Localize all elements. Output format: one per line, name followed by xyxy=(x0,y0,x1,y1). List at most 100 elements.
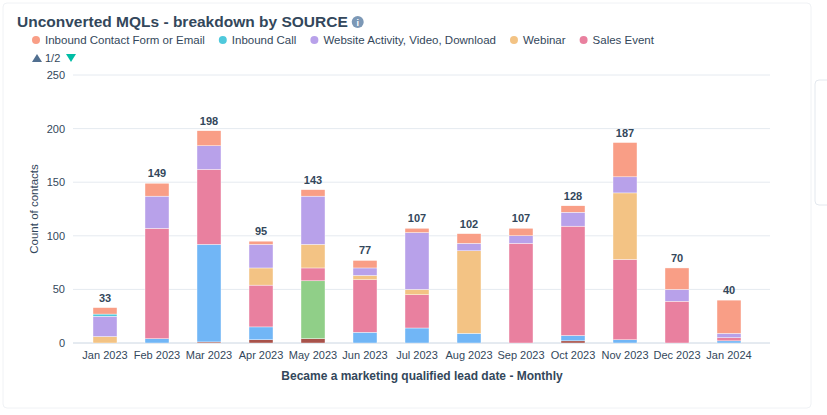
x-tick-label: Dec 2023 xyxy=(653,349,700,361)
bar-segment xyxy=(613,340,637,343)
legend: Inbound Contact Form or Email Inbound Cal… xyxy=(32,34,655,64)
grid-line xyxy=(73,128,770,129)
x-tick-label: Nov 2023 xyxy=(601,349,648,361)
bar-segment xyxy=(249,285,273,327)
bar-segment xyxy=(249,327,273,340)
bar-segment xyxy=(249,241,273,244)
bar-segment xyxy=(717,338,741,341)
total-label: 107 xyxy=(408,212,426,224)
bar-segment xyxy=(197,169,221,244)
bar-segment xyxy=(301,196,325,244)
bar-segment xyxy=(665,301,689,343)
total-label: 70 xyxy=(671,252,683,264)
total-label: 95 xyxy=(255,225,267,237)
legend-label: Inbound Call xyxy=(232,34,297,46)
total-label: 149 xyxy=(148,167,166,179)
bar-segment xyxy=(405,295,429,328)
y-tick-label: 250 xyxy=(47,69,65,81)
bar-segment xyxy=(405,328,429,343)
bar-segment xyxy=(613,193,637,259)
x-axis: Jan 2023Feb 2023Mar 2023Apr 2023May 2023… xyxy=(82,349,751,361)
bar-segment xyxy=(301,190,325,196)
card-border xyxy=(3,3,811,408)
legend-label: Inbound Contact Form or Email xyxy=(45,34,205,46)
bar-segment xyxy=(249,268,273,285)
bar-segment xyxy=(457,251,481,334)
x-tick-label: Apr 2023 xyxy=(239,349,284,361)
y-axis-title: Count of contacts xyxy=(28,164,40,254)
bar-segment xyxy=(405,228,429,232)
bar-segment xyxy=(717,300,741,333)
side-panel xyxy=(815,80,827,205)
bar-segment xyxy=(353,332,377,343)
total-label: 187 xyxy=(616,127,634,139)
total-label: 102 xyxy=(460,218,478,230)
bar-segment xyxy=(93,314,117,316)
bar-segment xyxy=(665,268,689,289)
x-tick-label: Sep 2023 xyxy=(497,349,544,361)
bar-segment xyxy=(197,244,221,342)
total-label: 77 xyxy=(359,244,371,256)
bar-segment xyxy=(717,333,741,337)
legend-swatch xyxy=(32,36,40,44)
bar-segment xyxy=(197,146,221,170)
bar-segment xyxy=(561,226,585,335)
bar-segment xyxy=(301,244,325,268)
y-tick-label: 0 xyxy=(59,337,65,349)
bar-segment xyxy=(145,196,169,228)
legend-label: Sales Event xyxy=(593,34,655,46)
bar-segment xyxy=(561,206,585,212)
y-tick-label: 200 xyxy=(47,123,65,135)
x-tick-label: May 2023 xyxy=(289,349,337,361)
total-label: 143 xyxy=(304,174,322,186)
bar-segment xyxy=(405,233,429,290)
bar-segment xyxy=(457,333,481,343)
x-tick-label: Jul 2023 xyxy=(396,349,438,361)
total-label: 33 xyxy=(99,292,111,304)
legend-page: 1/2 xyxy=(45,52,60,64)
bar-segment xyxy=(509,243,533,343)
x-tick-label: Jan 2023 xyxy=(82,349,127,361)
bar-segment xyxy=(145,228,169,338)
bar-segment xyxy=(613,177,637,193)
legend-next[interactable] xyxy=(66,54,76,62)
bar-segment xyxy=(301,339,325,343)
bar-segment xyxy=(353,260,377,268)
y-tick-label: 150 xyxy=(47,176,65,188)
bar-segment xyxy=(93,337,117,343)
bar-segment xyxy=(665,289,689,301)
bar-segment xyxy=(197,131,221,146)
bar-segment xyxy=(717,341,741,343)
bar-segment xyxy=(509,228,533,236)
total-label: 40 xyxy=(723,284,735,296)
total-label: 128 xyxy=(564,190,582,202)
bar-segment xyxy=(509,236,533,244)
bar-segment xyxy=(301,268,325,281)
grid-line xyxy=(73,182,770,183)
info-icon-circle xyxy=(352,16,364,28)
bar-segment xyxy=(405,289,429,294)
bar-segment xyxy=(145,183,169,196)
bar-segment xyxy=(353,280,377,333)
bar-segment xyxy=(457,243,481,251)
bar-segment xyxy=(301,281,325,339)
legend-prev[interactable] xyxy=(32,54,42,62)
legend-swatch xyxy=(510,36,518,44)
x-tick-label: Mar 2023 xyxy=(186,349,232,361)
y-tick-label: 100 xyxy=(47,230,65,242)
info-icon: i xyxy=(352,16,364,28)
legend-swatch xyxy=(310,36,318,44)
legend-label: Webinar xyxy=(523,34,566,46)
totals: 3314919895143771071021071281877040 xyxy=(99,115,735,304)
y-tick-label: 50 xyxy=(53,283,65,295)
x-tick-label: Jun 2023 xyxy=(342,349,387,361)
chart: Unconverted MQLs - breakdown by SOURCEiI… xyxy=(0,0,827,415)
grid-line xyxy=(73,75,770,76)
bar-segment xyxy=(145,339,169,343)
x-axis-title: Became a marketing qualified lead date -… xyxy=(281,369,563,383)
legend-label: Website Activity, Video, Download xyxy=(323,34,496,46)
bar-segment xyxy=(561,335,585,340)
x-tick-label: Aug 2023 xyxy=(445,349,492,361)
bar-segment xyxy=(353,275,377,279)
bar-segment xyxy=(93,316,117,336)
